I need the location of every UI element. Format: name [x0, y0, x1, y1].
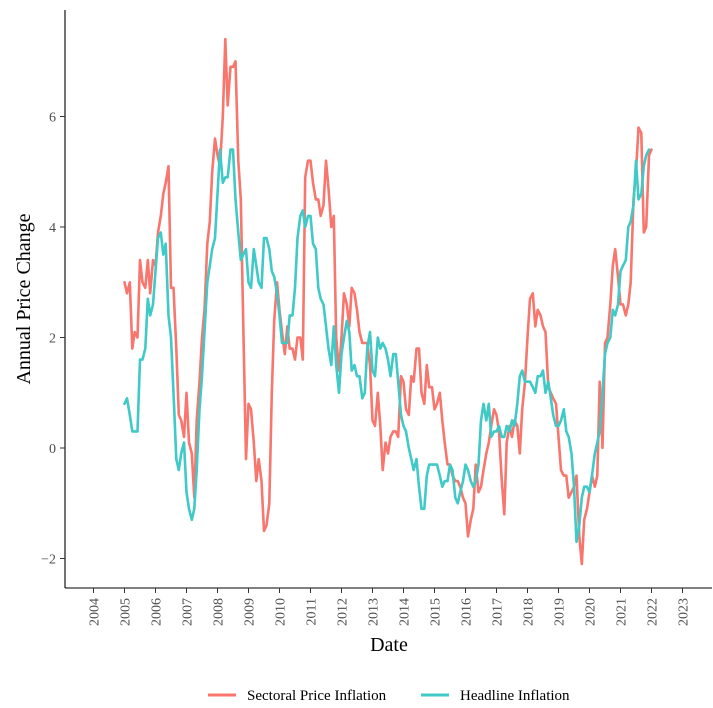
- x-tick-label: 2020: [584, 598, 599, 626]
- x-tick-label: 2007: [181, 598, 196, 626]
- x-tick-label: 2021: [615, 598, 630, 626]
- y-ticks: −2 0 2 4 6: [41, 111, 65, 568]
- x-tick-label: 2005: [119, 598, 134, 626]
- y-tick-label: 0: [49, 442, 56, 457]
- y-tick-label: 4: [49, 221, 56, 236]
- x-tick-label: 2023: [677, 598, 692, 626]
- x-tick-label: 2022: [646, 598, 661, 626]
- legend-label-headline: Headline Inflation: [460, 688, 570, 704]
- x-tick-label: 2015: [429, 598, 444, 626]
- x-tick-label: 2004: [88, 598, 103, 626]
- x-tick-label: 2011: [305, 598, 320, 625]
- x-ticks: 2004 2005 2006 2007 2008 2009 2010 2011 2012 2013…: [88, 588, 692, 626]
- series-line-headline: [123, 148, 651, 544]
- x-tick-label: 2012: [336, 598, 351, 626]
- y-axis-title: Annual Price Change: [13, 213, 35, 384]
- x-tick-label: 2006: [150, 598, 165, 626]
- x-tick-label: 2010: [274, 598, 289, 626]
- x-tick-label: 2018: [522, 598, 537, 626]
- series-line-sectoral: [123, 37, 653, 566]
- x-tick-label: 2009: [243, 598, 258, 626]
- y-tick-label: 6: [49, 111, 56, 126]
- x-tick-label: 2019: [553, 598, 568, 626]
- x-tick-label: 2016: [460, 598, 475, 626]
- x-tick-label: 2013: [367, 598, 382, 626]
- legend: Sectoral Price Inflation Headline Inflat…: [208, 688, 570, 704]
- y-tick-label: −2: [41, 553, 56, 568]
- legend-label-sectoral: Sectoral Price Inflation: [247, 688, 387, 704]
- x-tick-label: 2017: [491, 598, 506, 626]
- y-tick-label: 2: [49, 332, 56, 347]
- x-tick-label: 2014: [398, 598, 413, 626]
- axes: [64, 10, 712, 589]
- series-layer: [123, 37, 653, 566]
- x-axis-title: Date: [370, 634, 408, 656]
- x-tick-label: 2008: [212, 598, 227, 626]
